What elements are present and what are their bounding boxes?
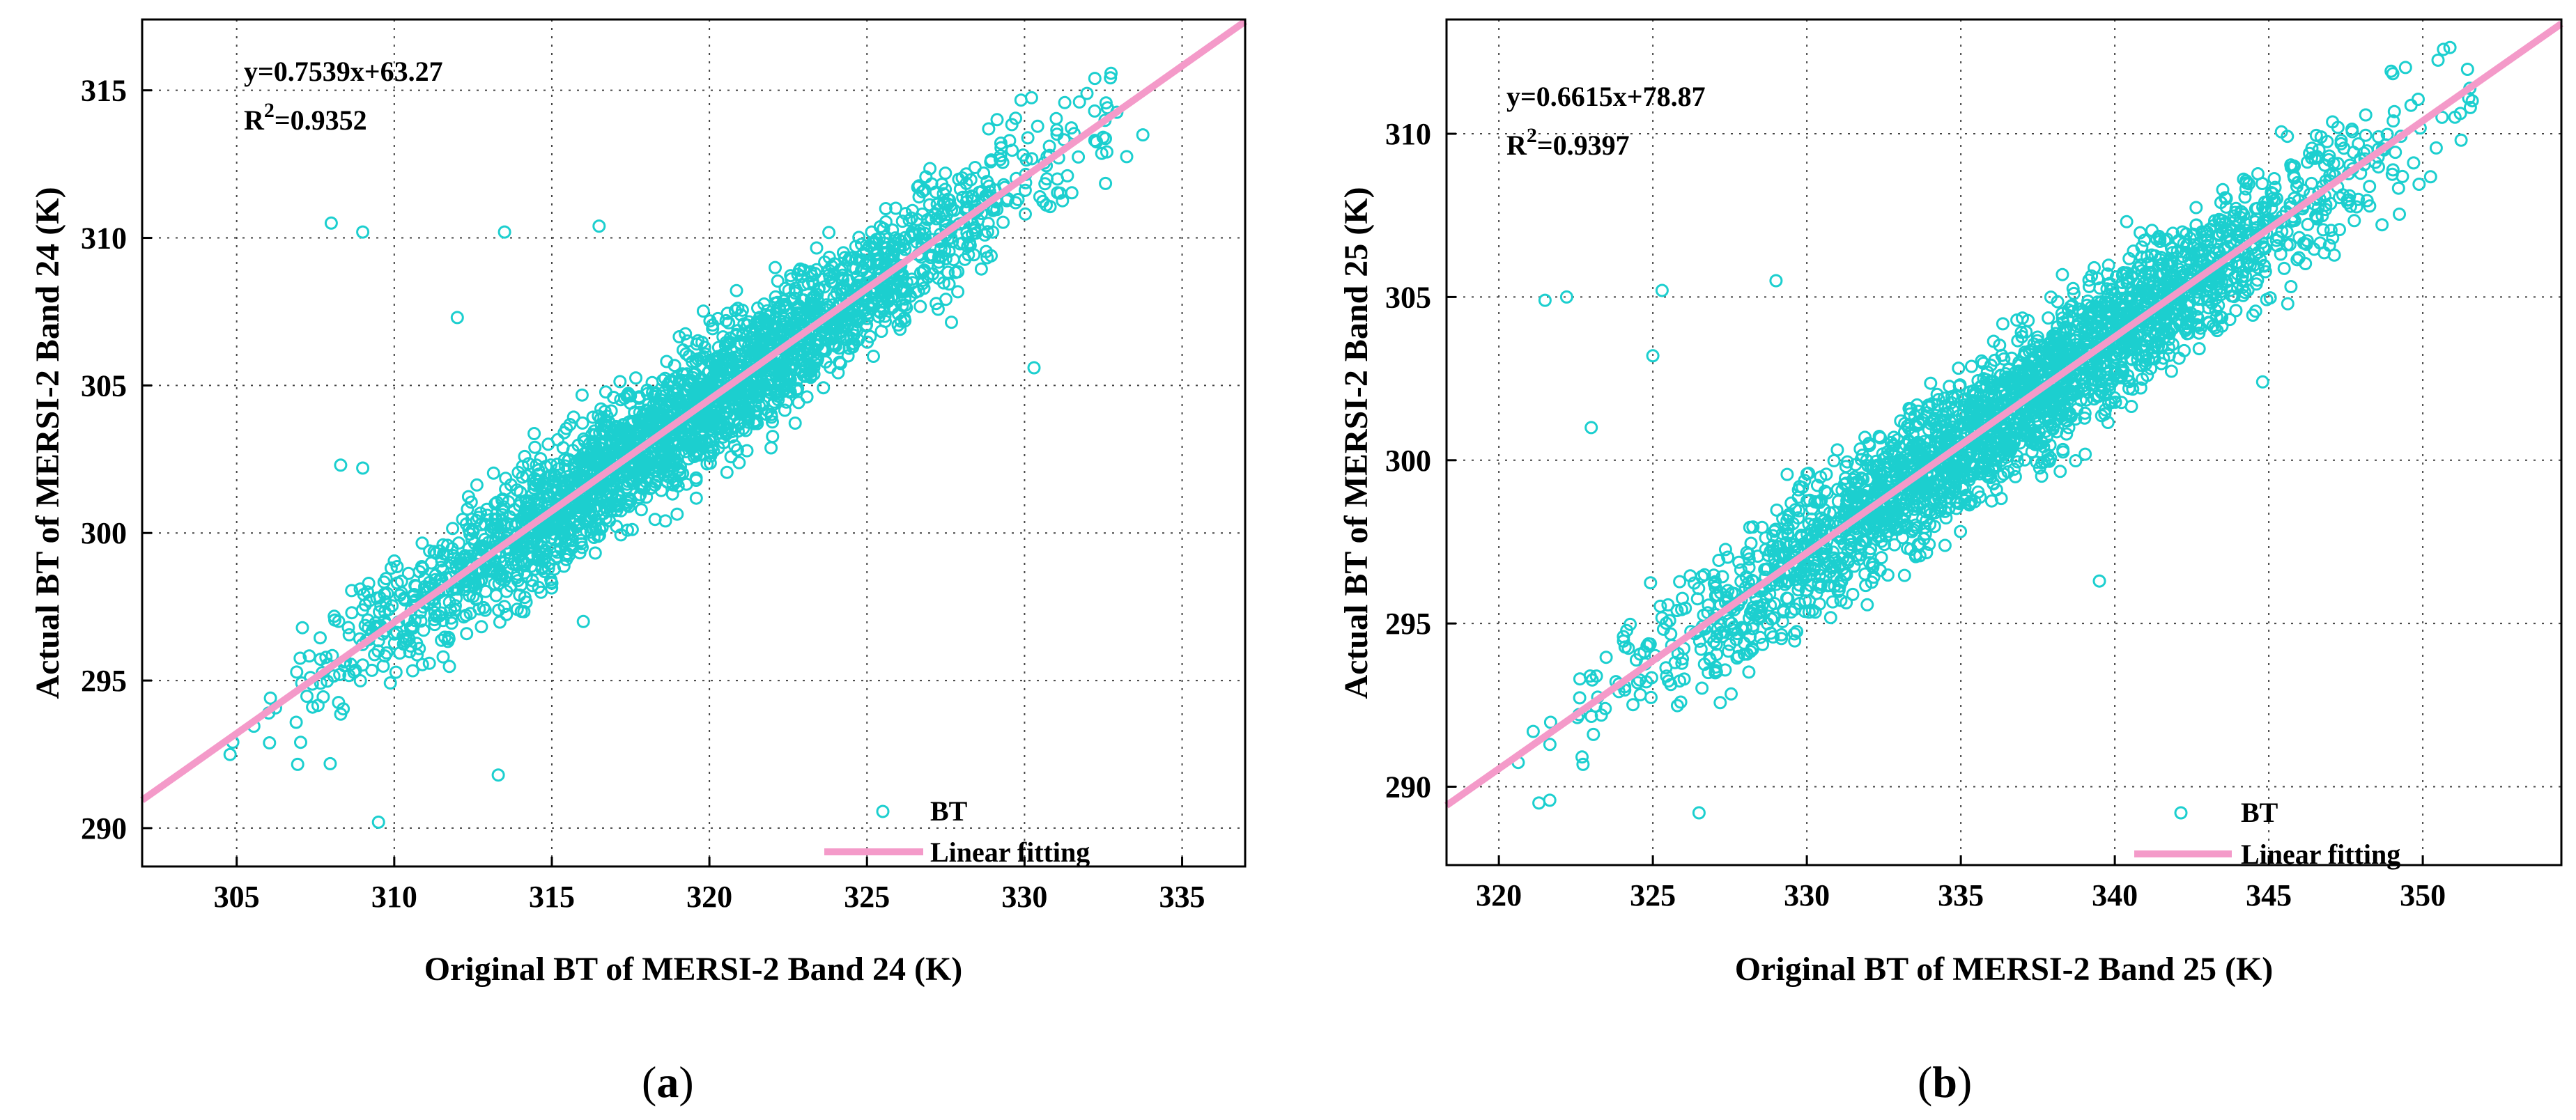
scatter-points-a — [223, 66, 1150, 829]
fit-equation-a: y=0.7539x+63.27 — [244, 56, 443, 87]
plot-frame-a — [141, 18, 1247, 868]
x-tick-label: 325 — [844, 880, 890, 914]
y-tick-label: 290 — [1385, 770, 1431, 804]
y-tick-label: 295 — [1385, 607, 1431, 641]
fit-line-b — [1444, 20, 2563, 809]
r-squared-a: R2=0.9352 — [244, 99, 367, 136]
x-tick-label: 320 — [686, 880, 732, 914]
plot-frame-b — [1445, 18, 2563, 866]
y-tick-label: 290 — [81, 811, 127, 846]
y-tick-label: 300 — [81, 516, 127, 550]
y-tick-labels-a: 290 295 300 305 310 315 — [81, 74, 127, 846]
r-squared-value-b: =0.9397 — [1537, 130, 1630, 161]
fit-equation-b: y=0.6615x+78.87 — [1506, 81, 1706, 112]
scatter-points-b — [1511, 40, 2479, 820]
r-squared-exponent-b: 2 — [1527, 124, 1537, 147]
x-axis-label-b: Original BT of MERSI-2 Band 25 (K) — [1735, 951, 2274, 988]
x-tick-label: 340 — [2092, 878, 2138, 912]
y-tick-label: 305 — [1385, 280, 1431, 314]
legend-a: BT Linear fitting — [824, 795, 1090, 868]
legend-label-fit-a: Linear fitting — [930, 837, 1090, 868]
x-tick-labels-a: 305 310 315 320 325 330 335 — [214, 880, 1205, 914]
x-axis-label-a: Original BT of MERSI-2 Band 24 (K) — [424, 951, 963, 988]
scatter-markers — [1511, 40, 2479, 820]
y-tick-label: 295 — [81, 664, 127, 698]
x-tick-label: 350 — [2400, 878, 2446, 912]
y-axis-label-b: Actual BT of MERSI-2 Band 25 (K) — [1338, 187, 1375, 699]
x-tick-label: 315 — [529, 880, 575, 914]
panel-label-b: (b) — [1918, 1057, 1972, 1107]
r-squared-symbol-a: R — [244, 104, 265, 136]
grid-a — [142, 20, 1245, 866]
x-tick-label: 335 — [1159, 880, 1205, 914]
r-squared-exponent-a: 2 — [264, 99, 275, 122]
panel-letter-b: b — [1932, 1057, 1957, 1107]
r-squared-b: R2=0.9397 — [1506, 124, 1630, 161]
legend-label-bt-a: BT — [930, 795, 968, 827]
y-axis-label-a: Actual BT of MERSI-2 Band 24 (K) — [29, 187, 66, 699]
x-tick-label: 330 — [1001, 880, 1047, 914]
x-tick-label: 305 — [214, 880, 260, 914]
y-tick-label: 310 — [81, 221, 127, 256]
fit-line-a — [140, 18, 1247, 803]
legend-label-fit-b: Linear fitting — [2241, 839, 2400, 870]
x-tick-label: 330 — [1784, 878, 1830, 912]
y-tick-label: 305 — [81, 368, 127, 403]
x-tick-label: 320 — [1476, 878, 1522, 912]
y-tick-label: 315 — [81, 74, 127, 108]
x-tick-label: 335 — [1938, 878, 1984, 912]
r-squared-value-a: =0.9352 — [275, 104, 367, 136]
legend-marker-bt-b — [2174, 806, 2188, 820]
panel-label-a: (a) — [642, 1057, 694, 1107]
grid-b — [1447, 20, 2561, 865]
y-tick-labels-b: 290 295 300 305 310 — [1385, 117, 1431, 804]
x-tick-label: 325 — [1630, 878, 1676, 912]
y-tick-label: 310 — [1385, 117, 1431, 151]
y-tick-label: 300 — [1385, 444, 1431, 478]
legend-marker-bt-a — [876, 804, 890, 818]
legend-b: BT Linear fitting — [2134, 797, 2400, 870]
chart-panel-b: 320 325 330 335 340 345 350 290 295 300 305 310 y=… — [1338, 18, 2563, 1107]
legend-label-bt-b: BT — [2241, 797, 2278, 828]
x-tick-label: 310 — [371, 880, 417, 914]
chart-panel-a: 305 310 315 320 325 330 335 290 295 300 305 310 315… — [29, 18, 1247, 1107]
x-tick-labels-b: 320 325 330 335 340 345 350 — [1476, 878, 2446, 912]
r-squared-symbol-b: R — [1506, 130, 1527, 161]
scatter-markers — [223, 66, 1150, 829]
panel-letter-a: a — [656, 1057, 679, 1107]
x-tick-label: 345 — [2246, 878, 2292, 912]
